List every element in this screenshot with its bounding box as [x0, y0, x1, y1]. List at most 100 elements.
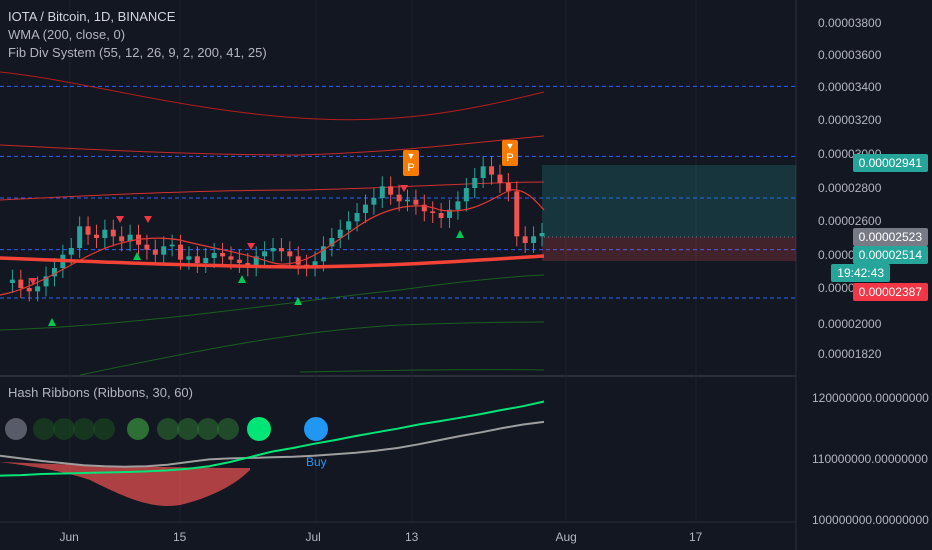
candle-body	[405, 199, 410, 202]
time-axis-label: Aug	[555, 530, 577, 544]
candle-body	[152, 249, 158, 255]
signal-triangles	[29, 185, 464, 326]
candle-body	[320, 246, 326, 262]
candle-body	[51, 268, 57, 277]
candle-body	[287, 251, 293, 257]
candle-body	[438, 213, 444, 218]
candle-body	[505, 183, 511, 192]
candle-body	[236, 259, 242, 263]
hash-ribbons-legend[interactable]: Hash Ribbons (Ribbons, 30, 60)	[8, 385, 193, 400]
fib-band-lower-green	[0, 274, 545, 331]
candle-body	[472, 178, 478, 188]
candle-body	[35, 286, 41, 292]
candle-body	[354, 213, 360, 222]
sell-triangle	[400, 185, 408, 192]
candle-body	[539, 233, 545, 237]
candle-body	[228, 256, 234, 260]
buy-triangle	[238, 275, 246, 283]
price-tag: 0.00002523	[852, 228, 928, 246]
candle-body	[371, 198, 377, 205]
hash-axis-label: 100000000.00000000	[812, 513, 929, 527]
wma-legend[interactable]: WMA (200, close, 0)	[8, 27, 126, 42]
candle-body	[430, 211, 436, 213]
candle-body	[93, 234, 99, 238]
candle-body	[9, 279, 15, 283]
candle-body	[161, 246, 167, 255]
down-arrow-icon: ▼	[406, 151, 416, 161]
candle-body	[346, 221, 352, 230]
hash-axis-label: 120000000.00000000	[812, 391, 929, 405]
candle-body	[18, 279, 24, 288]
candle-body	[119, 236, 125, 242]
candle-body	[388, 186, 394, 195]
buy-triangle	[133, 252, 141, 260]
candle-body	[413, 199, 419, 205]
sell-triangle	[116, 216, 124, 223]
candle-body	[337, 229, 343, 238]
price-tag: 19:42:43	[831, 264, 890, 282]
candle-body	[26, 288, 32, 292]
hash-fast-line	[0, 400, 545, 477]
time-axis-label: 17	[689, 530, 703, 544]
price-tag: 0.00002387	[852, 283, 928, 301]
candle-body	[329, 238, 335, 247]
candle-body	[497, 174, 503, 183]
candle-body	[421, 204, 427, 212]
hash-slow-line	[0, 420, 545, 468]
candle-body	[514, 191, 520, 237]
candle-body	[178, 244, 184, 260]
candle-body	[312, 261, 318, 267]
candle-body	[203, 258, 209, 263]
candle-body	[278, 248, 284, 252]
candle-body	[186, 256, 192, 260]
fast-ma-line	[0, 189, 545, 296]
fib-legend[interactable]: Fib Div System (55, 12, 26, 9, 2, 200, 4…	[8, 45, 267, 60]
candle-body	[531, 236, 537, 243]
price-axis-label: 0.00003200	[818, 113, 882, 127]
candle-body	[262, 251, 268, 257]
candle-body	[396, 194, 402, 202]
buy-triangle	[456, 230, 464, 238]
time-axis-label: Jun	[59, 530, 79, 544]
candle-body	[447, 209, 453, 218]
candle-body	[455, 201, 461, 210]
sell-triangle	[29, 278, 37, 285]
time-axis-label: 15	[173, 530, 187, 544]
candle-body	[253, 256, 259, 267]
p-marker: ▼ P	[403, 150, 419, 176]
price-axis-label: 0.00001820	[818, 347, 882, 361]
price-axis-label: 0.00003600	[818, 48, 882, 62]
candle-body	[194, 256, 200, 263]
candle-body	[379, 186, 385, 198]
candle-body	[295, 256, 301, 265]
candle-body	[522, 236, 528, 243]
candle-body	[220, 253, 226, 257]
price-axis-label: 0.00003800	[818, 16, 882, 30]
fib-band-upper-inner	[0, 181, 545, 201]
candlestick-series	[9, 156, 545, 302]
price-axis-label: 0.00002600	[818, 214, 882, 228]
buy-triangle	[48, 318, 56, 326]
time-axis-label: Jul	[305, 530, 321, 544]
wma-line	[0, 254, 545, 269]
sell-triangle	[247, 243, 255, 250]
candle-body	[68, 248, 74, 255]
price-axis-label: 0.00002000	[818, 317, 882, 331]
candle-body	[77, 226, 83, 248]
price-tag: 0.00002941	[852, 154, 928, 172]
candle-body	[102, 229, 108, 238]
candle-body	[144, 244, 150, 250]
p-marker: ▼ P	[502, 140, 518, 166]
hash-circles	[5, 417, 328, 441]
candle-body	[480, 166, 486, 178]
down-arrow-icon: ▼	[505, 141, 515, 151]
candle-body	[489, 166, 495, 175]
fib-band-upper-mid	[0, 135, 545, 156]
candle-body	[43, 276, 49, 287]
candle-body	[362, 204, 368, 213]
buy-signal-dot	[304, 417, 328, 441]
candle-body	[85, 226, 91, 235]
symbol-title[interactable]: IOTA / Bitcoin, 1D, BINANCE	[8, 9, 176, 24]
price-tag: 0.00002514	[852, 246, 928, 264]
